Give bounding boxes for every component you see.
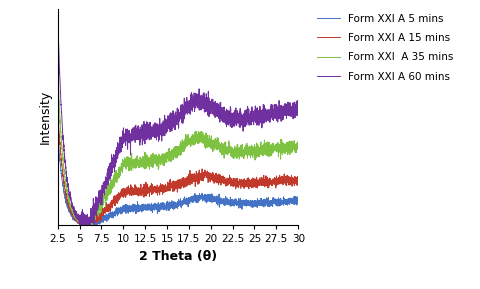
Form XXI  A 35 mins — [295, 144, 300, 148]
Form XXI A 5 mins — [148, 208, 154, 211]
Form XXI A 60 mins — [260, 107, 266, 110]
Form XXI A 15 mins — [260, 181, 266, 184]
Form XXI A 5 mins — [295, 199, 300, 203]
Legend: Form XXI A 5 mins, Form XXI A 15 mins, Form XXI  A 35 mins, Form XXI A 60 mins: Form XXI A 5 mins, Form XXI A 15 mins, F… — [312, 10, 457, 86]
Form XXI  A 35 mins — [269, 150, 275, 153]
Form XXI A 60 mins — [250, 123, 256, 126]
Form XXI A 5 mins — [260, 205, 266, 208]
Form XXI A 60 mins — [55, 18, 60, 21]
Form XXI A 15 mins — [295, 175, 300, 179]
Form XXI  A 35 mins — [189, 139, 194, 143]
Form XXI  A 35 mins — [148, 165, 154, 168]
Form XXI A 5 mins — [60, 182, 65, 185]
Form XXI A 60 mins — [269, 107, 275, 110]
Form XXI A 60 mins — [84, 229, 90, 232]
Form XXI A 15 mins — [189, 182, 194, 186]
Form XXI A 15 mins — [84, 229, 90, 232]
Form XXI A 5 mins — [55, 131, 60, 135]
Form XXI A 5 mins — [269, 197, 275, 200]
Line: Form XXI A 15 mins: Form XXI A 15 mins — [58, 109, 298, 230]
Form XXI A 15 mins — [55, 107, 60, 111]
Line: Form XXI  A 35 mins: Form XXI A 35 mins — [58, 73, 298, 231]
Line: Form XXI A 5 mins: Form XXI A 5 mins — [58, 133, 298, 230]
Form XXI A 60 mins — [60, 130, 65, 133]
Form XXI  A 35 mins — [251, 148, 256, 151]
Form XXI A 15 mins — [269, 177, 275, 181]
Form XXI A 15 mins — [250, 180, 256, 184]
Form XXI A 60 mins — [189, 93, 194, 96]
Form XXI A 60 mins — [148, 128, 154, 131]
Form XXI A 15 mins — [60, 173, 65, 177]
Y-axis label: Intensity: Intensity — [39, 90, 52, 144]
Form XXI A 5 mins — [86, 228, 92, 232]
Line: Form XXI A 60 mins: Form XXI A 60 mins — [58, 19, 298, 231]
Form XXI  A 35 mins — [60, 154, 65, 158]
Form XXI  A 35 mins — [55, 72, 60, 75]
Form XXI  A 35 mins — [55, 73, 60, 76]
Form XXI  A 35 mins — [84, 229, 89, 232]
Form XXI A 5 mins — [189, 200, 194, 204]
Form XXI  A 35 mins — [260, 149, 266, 153]
Form XXI A 15 mins — [148, 188, 154, 192]
X-axis label: 2 Theta (θ): 2 Theta (θ) — [139, 250, 216, 263]
Form XXI A 5 mins — [250, 205, 256, 208]
Form XXI A 60 mins — [295, 110, 300, 114]
